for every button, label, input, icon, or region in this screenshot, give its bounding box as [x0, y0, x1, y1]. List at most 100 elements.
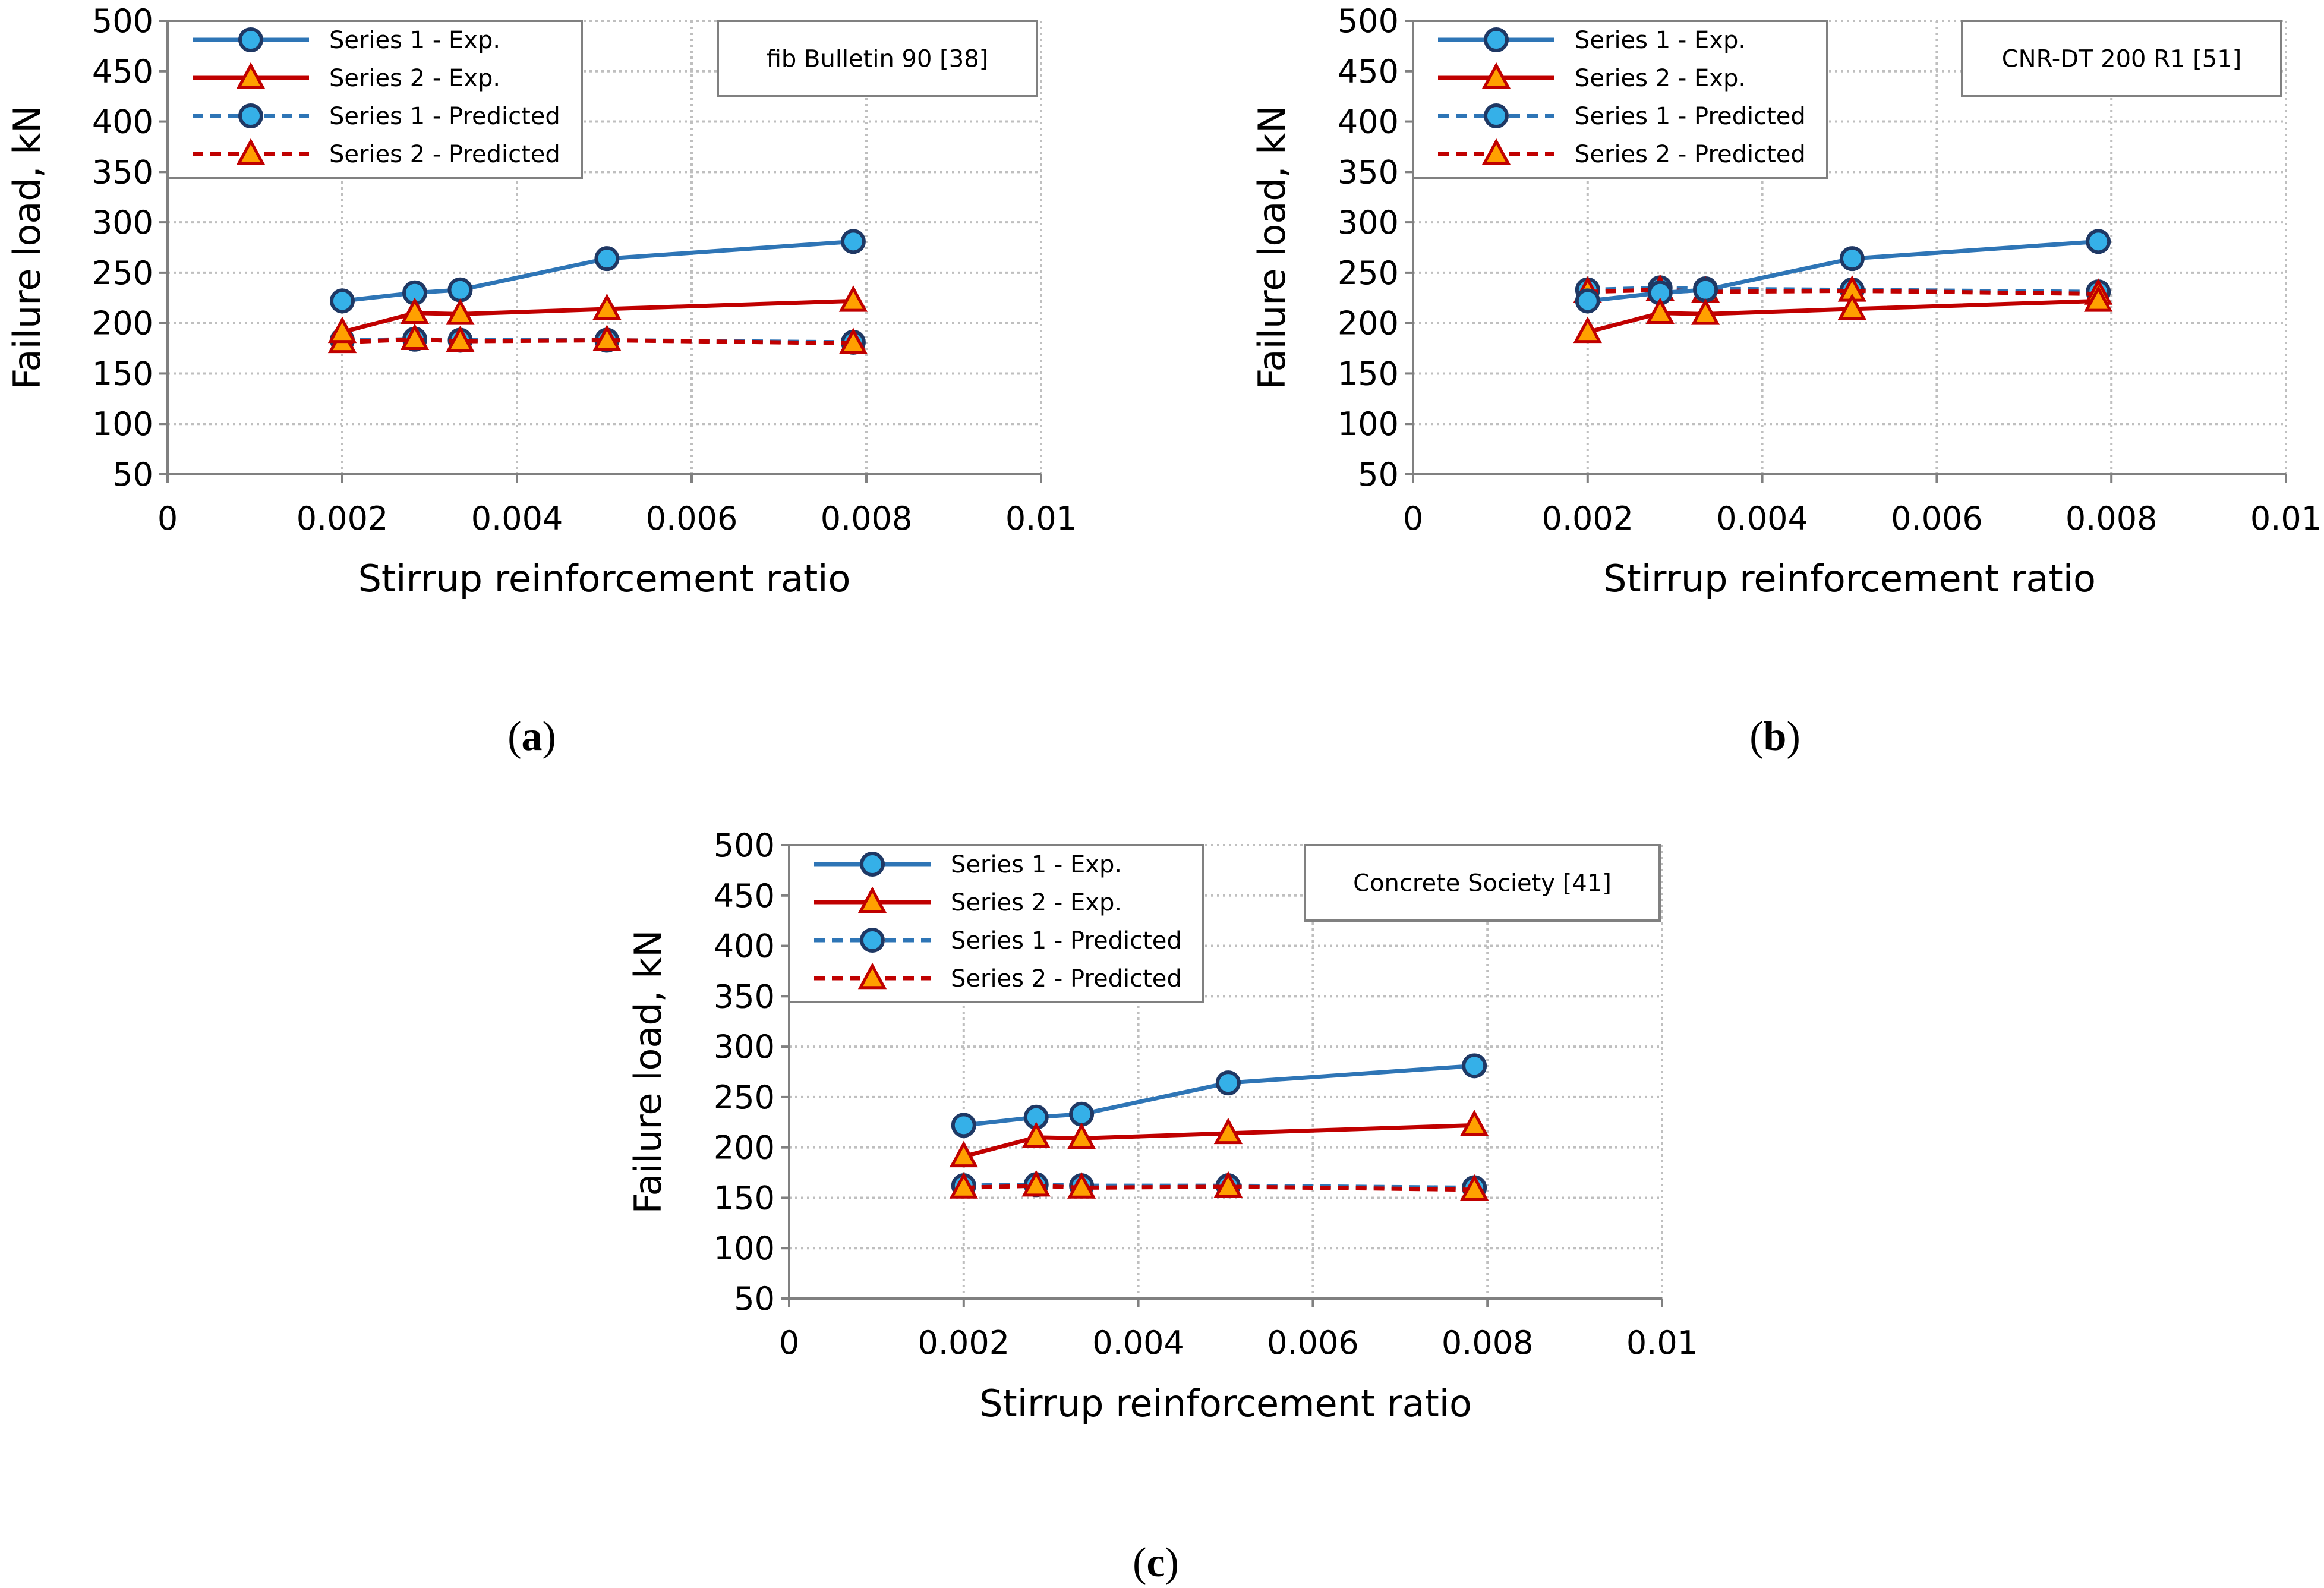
y-axis-title: Failure load, kN — [1250, 106, 1294, 390]
data-point-triangle — [327, 316, 357, 344]
reference-box: Concrete Society [41] — [1304, 844, 1661, 922]
y-tick-label: 250 — [1338, 254, 1399, 292]
x-tick-label: 0.008 — [2066, 500, 2158, 537]
legend-box — [788, 844, 1204, 1003]
series-1 — [951, 1053, 1487, 1138]
y-tick-label: 450 — [714, 877, 775, 915]
legend-marker-triangle — [1481, 138, 1511, 165]
legend-entry: Series 1 - Exp. — [1575, 27, 1746, 54]
panel-caption: (a) — [507, 714, 556, 760]
reference-frame — [1304, 844, 1661, 922]
x-tick-label: 0.008 — [821, 500, 913, 537]
reference-label: fib Bulletin 90 [38] — [767, 46, 989, 73]
legend-marker-triangle — [857, 962, 887, 990]
legend: Series 1 - Exp. Series 2 - Exp. Series 1 -… — [788, 844, 1204, 1003]
series-2 — [1573, 285, 2113, 344]
y-tick-label: 50 — [734, 1280, 775, 1318]
y-tick-label: 500 — [92, 2, 153, 40]
x-tick-label: 0 — [779, 1324, 799, 1362]
legend-marker-circle — [1484, 103, 1509, 128]
y-axis-title: Failure load, kN — [5, 106, 49, 390]
y-tick-label: 450 — [1338, 53, 1399, 90]
legend-entry: Series 2 - Predicted — [329, 141, 560, 168]
data-point-triangle — [1691, 298, 1720, 325]
legend-marker-triangle — [1481, 62, 1511, 89]
series-line — [1587, 288, 2099, 296]
x-axis-title: Stirrup reinforcement ratio — [358, 557, 851, 600]
legend-marker-triangle — [236, 138, 266, 165]
y-tick-label: 50 — [1358, 456, 1399, 493]
legend-box — [166, 20, 583, 179]
y-tick-label: 150 — [714, 1179, 775, 1217]
data-point-triangle — [1460, 1110, 1489, 1136]
data-point-circle — [1575, 288, 1600, 314]
x-tick-label: 0.01 — [1005, 500, 1077, 537]
y-tick-label: 500 — [1338, 2, 1399, 40]
data-point-circle — [951, 1113, 976, 1138]
chart-c: 500 450 400 350 300 250 200 150 100 500 0.002 0.004… — [626, 827, 1698, 1586]
legend-marker-circle — [1484, 27, 1509, 52]
data-point-triangle — [1213, 1117, 1243, 1145]
x-tick-label: 0.008 — [1442, 1324, 1534, 1362]
legend-marker-triangle — [236, 62, 266, 89]
reference-label: Concrete Society [41] — [1353, 870, 1612, 897]
legend-entry: Series 2 - Exp. — [951, 889, 1122, 916]
data-point-triangle — [1573, 316, 1602, 344]
x-tick-label: 0 — [157, 500, 178, 537]
x-tick-label: 0.004 — [1092, 1324, 1184, 1362]
chart-b: 500 450 400 350 300 250 200 150 100 500 0.002 0.004… — [1250, 2, 2322, 760]
legend-entry: Series 1 - Exp. — [329, 27, 500, 54]
y-tick-label: 100 — [1338, 405, 1399, 443]
series-1 — [330, 229, 866, 314]
data-point-triangle — [949, 1140, 978, 1168]
data-point-triangle — [838, 285, 868, 312]
data-point-circle — [1069, 1101, 1095, 1127]
y-tick-label: 250 — [714, 1079, 775, 1116]
data-point-triangle — [1067, 1172, 1096, 1199]
data-point-triangle — [400, 323, 430, 351]
x-tick-label: 0.006 — [1267, 1324, 1359, 1362]
y-tick-label: 300 — [1338, 204, 1399, 241]
legend-box — [1412, 20, 1828, 179]
y-tick-label: 350 — [92, 153, 153, 191]
series-line — [963, 1183, 1475, 1192]
series-2 — [327, 285, 868, 344]
legend-entry: Series 1 - Exp. — [951, 851, 1122, 878]
reference-box: CNR-DT 200 R1 [51] — [1961, 20, 2282, 97]
data-point-circle — [330, 288, 355, 314]
data-point-triangle — [2084, 285, 2113, 312]
data-point-circle — [840, 229, 866, 254]
y-tick-label: 50 — [112, 456, 153, 493]
data-point-circle — [1839, 246, 1865, 272]
data-point-circle — [594, 246, 620, 272]
legend-entry: Series 1 - Predicted — [1575, 103, 1806, 130]
data-point-triangle — [400, 297, 430, 324]
data-point-triangle — [446, 298, 475, 325]
y-tick-label: 300 — [92, 204, 153, 241]
data-point-triangle — [1460, 1174, 1489, 1201]
y-tick-label: 450 — [92, 53, 153, 90]
data-point-triangle — [1213, 1171, 1243, 1198]
x-tick-label: 0.004 — [1716, 500, 1808, 537]
x-axis-title: Stirrup reinforcement ratio — [1603, 557, 2096, 600]
legend: Series 1 - Exp. Series 2 - Exp. Series 1 -… — [1412, 20, 1828, 179]
y-tick-label: 400 — [92, 103, 153, 141]
legend-marker-circle — [238, 103, 263, 128]
legend-entry: Series 2 - Exp. — [329, 65, 500, 92]
y-tick-label: 100 — [714, 1230, 775, 1267]
panel-caption: (c) — [1133, 1540, 1179, 1586]
data-point-triangle — [949, 1172, 978, 1199]
y-tick-label: 300 — [714, 1028, 775, 1066]
data-point-triangle — [446, 325, 475, 352]
data-point-circle — [2086, 229, 2111, 254]
reference-frame — [1961, 20, 2282, 97]
reference-frame — [717, 20, 1038, 97]
y-tick-label: 150 — [92, 355, 153, 392]
y-tick-label: 400 — [1338, 103, 1399, 141]
legend-entry: Series 2 - Exp. — [1575, 65, 1746, 92]
data-point-triangle — [1837, 293, 1867, 320]
legend-entry: Series 1 - Predicted — [329, 103, 560, 130]
chart-a: 500 450 400 350 300 250 200 150 100 500 0.002 0.004… — [5, 2, 1077, 760]
data-point-circle — [1693, 277, 1718, 303]
